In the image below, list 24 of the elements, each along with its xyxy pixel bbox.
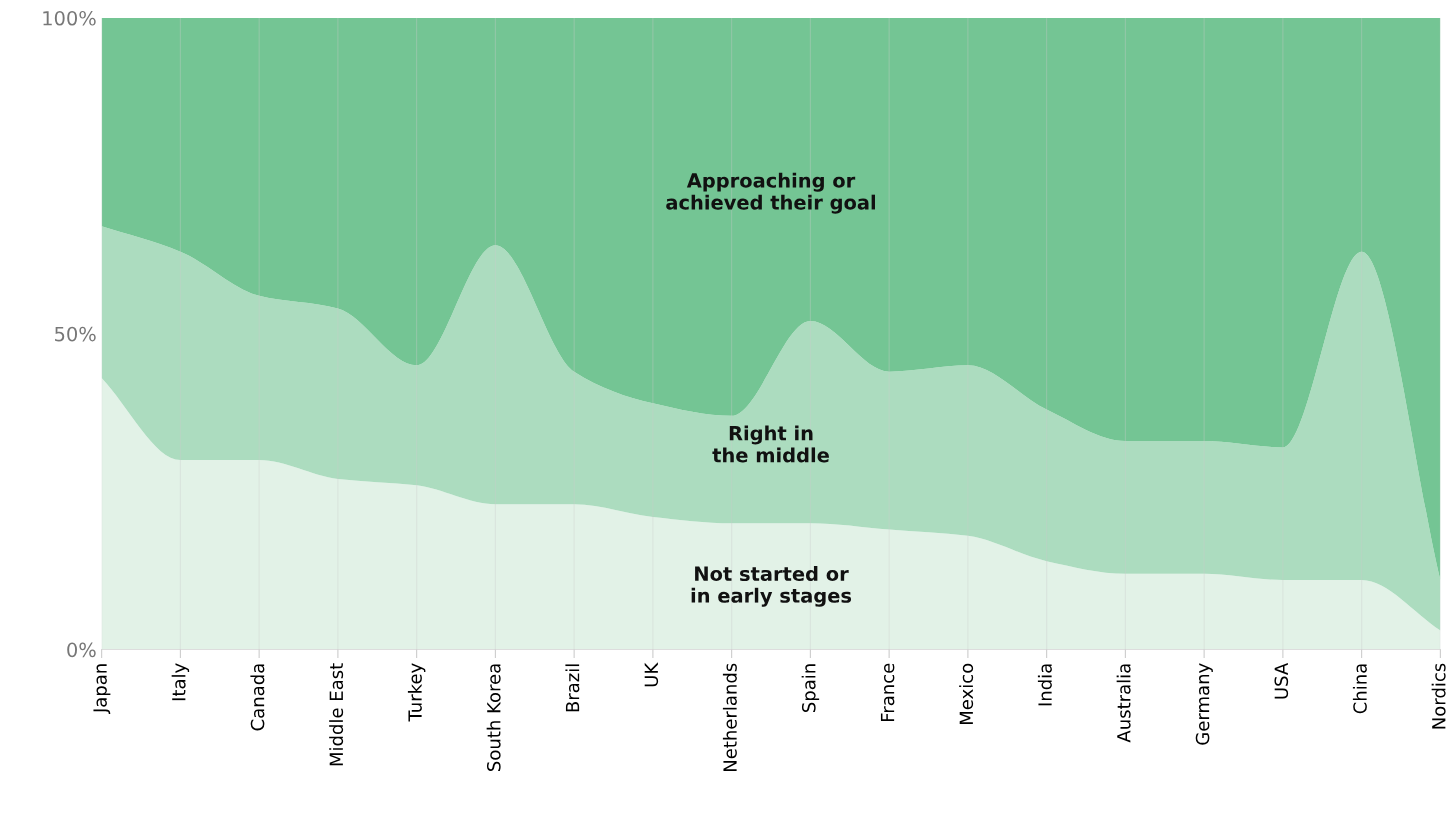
- x-tick-label: Spain: [801, 664, 820, 713]
- series-label: Approaching or achieved their goal: [666, 172, 876, 214]
- x-tick-label: Japan: [93, 664, 111, 715]
- y-tick-label: 0%: [67, 642, 96, 658]
- x-tick-label: Germany: [1195, 663, 1213, 745]
- x-tick-label: USA: [1274, 662, 1289, 699]
- x-tick-label: Turkey: [407, 663, 426, 722]
- x-tick-label: UK: [644, 662, 659, 687]
- y-tick-label: 50%: [55, 326, 96, 342]
- series-label: Not started or in early stages: [691, 566, 852, 607]
- x-tick-label: South Korea: [486, 664, 501, 771]
- y-tick-label: 100%: [43, 10, 96, 26]
- x-tick-label: France: [880, 663, 895, 722]
- x-tick-label: Nordics: [1431, 663, 1446, 729]
- series-label: Right in the middle: [712, 425, 829, 463]
- x-tick-label: Mexico: [959, 663, 974, 725]
- x-tick-label: Middle East: [329, 663, 344, 766]
- x-tick-label: Netherlands: [722, 663, 737, 772]
- x-tick-label: India: [1037, 664, 1052, 706]
- x-tick-label: Canada: [250, 664, 265, 731]
- x-tick-label: Brazil: [565, 664, 580, 712]
- x-tick-label: Italy: [171, 663, 190, 701]
- x-tick-label: China: [1352, 664, 1367, 714]
- x-tick-label: Australia: [1116, 664, 1131, 743]
